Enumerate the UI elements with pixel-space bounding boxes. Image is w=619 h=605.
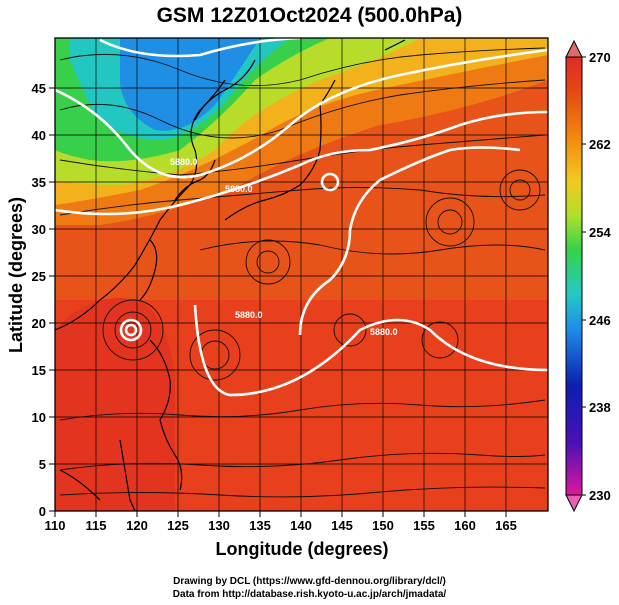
x-tick-label: 155: [413, 518, 435, 533]
contour-label: 5880.0: [370, 327, 398, 337]
colorbar: 270 262 254 246 238 230: [565, 39, 611, 513]
x-tick-label: 120: [126, 518, 148, 533]
x-tick-label: 135: [249, 518, 271, 533]
x-tick-label: 140: [290, 518, 312, 533]
colorbar-max-triangle: [565, 39, 583, 58]
x-tick-label: 130: [208, 518, 230, 533]
y-axis-label: Latitude (degrees): [6, 197, 26, 353]
x-tick-label: 160: [454, 518, 476, 533]
x-tick-label: 150: [372, 518, 394, 533]
contour-label: 5880.0: [225, 184, 253, 194]
tick-marks: [49, 87, 507, 517]
colorbar-tick-label: 262: [589, 137, 611, 152]
y-tick-label: 25: [32, 269, 46, 284]
y-tick-label: 35: [32, 175, 46, 190]
contour-label: 5880.0: [170, 157, 198, 167]
x-tick-label: 145: [331, 518, 353, 533]
colorbar-tick-label: 246: [589, 313, 611, 328]
y-tick-label: 20: [32, 316, 46, 331]
y-tick-label: 10: [32, 410, 46, 425]
colorbar-tick-label: 270: [589, 50, 611, 65]
temperature-field: [55, 38, 548, 511]
x-tick-label: 115: [86, 518, 107, 533]
colorbar-tick-label: 230: [589, 488, 611, 503]
x-tick-label: 110: [45, 518, 66, 533]
colorbar-tick-label: 254: [589, 225, 611, 240]
colorbar-gradient: [565, 56, 583, 496]
y-tick-label: 5: [39, 457, 46, 472]
y-tick-labels: 0 5 10 15 20 25 30 35 40 45: [32, 81, 46, 519]
colorbar-tick-label: 238: [589, 400, 611, 415]
credit-line-data: Data from http://database.rish.kyoto-u.a…: [172, 589, 447, 600]
coastlines: [55, 39, 406, 511]
contour-labels: 5880.0 5880.0 5880.0 5880.0: [170, 157, 398, 337]
contour-label: 5880.0: [235, 310, 263, 320]
y-tick-label: 45: [32, 81, 46, 96]
credit-line-dcl: Drawing by DCL (https://www.gfd-dennou.o…: [173, 576, 446, 587]
x-tick-label: 165: [495, 518, 517, 533]
y-tick-label: 15: [32, 363, 46, 378]
geopotential-contours: [55, 38, 548, 397]
x-tick-label: 125: [167, 518, 189, 533]
map-title: GSM 12Z01Oct2024 (500.0hPa): [156, 4, 463, 27]
x-tick-labels: 110 115 120 125 130 135 140 145 150 155 …: [45, 518, 517, 533]
y-tick-label: 30: [32, 222, 46, 237]
x-axis-label: Longitude (degrees): [215, 539, 388, 559]
colorbar-min-triangle: [565, 494, 583, 513]
wind-streamlines: [59, 47, 546, 498]
y-tick-label: 0: [39, 504, 46, 519]
y-tick-label: 40: [32, 128, 46, 143]
